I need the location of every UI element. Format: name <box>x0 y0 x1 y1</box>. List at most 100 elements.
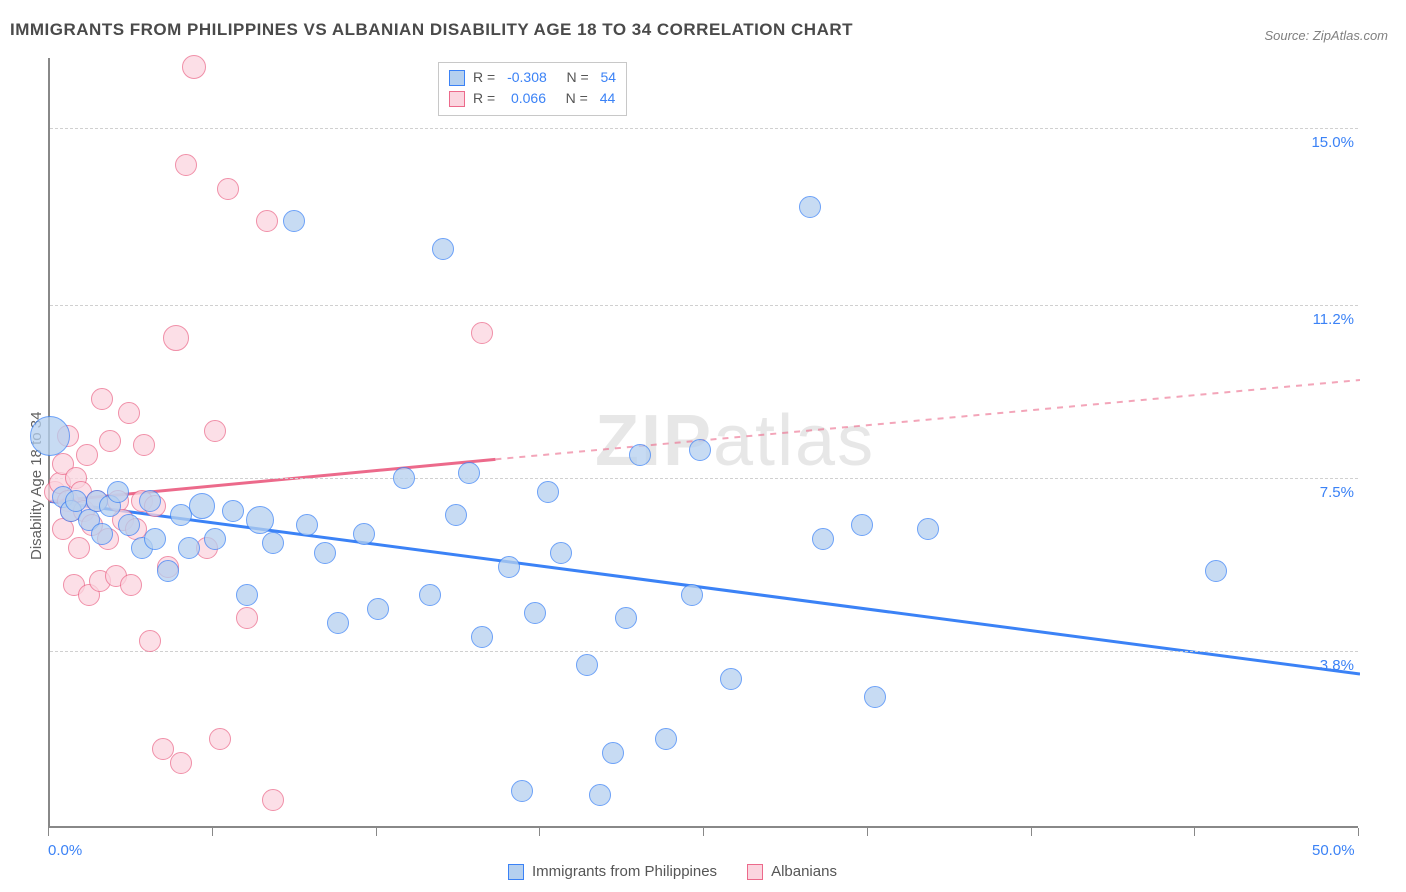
data-point <box>144 528 166 550</box>
data-point <box>189 493 215 519</box>
y-tick-label: 11.2% <box>1298 311 1354 328</box>
data-point <box>256 210 278 232</box>
data-point <box>432 238 454 260</box>
data-point <box>471 626 493 648</box>
data-point <box>209 728 231 750</box>
gridline <box>50 305 1358 306</box>
data-point <box>139 630 161 652</box>
data-point <box>314 542 336 564</box>
x-tick-mark <box>1358 828 1359 836</box>
data-point <box>419 584 441 606</box>
data-point <box>851 514 873 536</box>
legend-item: Albanians <box>747 863 837 880</box>
data-point <box>296 514 318 536</box>
data-point <box>182 55 206 79</box>
gridline <box>50 651 1358 652</box>
data-point <box>471 322 493 344</box>
data-point <box>720 668 742 690</box>
data-point <box>99 430 121 452</box>
data-point <box>576 654 598 676</box>
stats-legend-box: R = -0.308 N = 54R = 0.066 N = 44 <box>438 62 627 116</box>
data-point <box>1205 560 1227 582</box>
data-point <box>458 462 480 484</box>
data-point <box>133 434 155 456</box>
data-point <box>445 504 467 526</box>
data-point <box>367 598 389 620</box>
data-point <box>120 574 142 596</box>
data-point <box>393 467 415 489</box>
data-point <box>107 481 129 503</box>
data-point <box>629 444 651 466</box>
data-point <box>30 416 70 456</box>
data-point <box>799 196 821 218</box>
data-point <box>91 388 113 410</box>
x-tick-mark <box>539 828 540 836</box>
legend-swatch <box>449 70 465 86</box>
stats-row: R = 0.066 N = 44 <box>449 88 616 109</box>
data-point <box>689 439 711 461</box>
data-point <box>550 542 572 564</box>
data-point <box>170 752 192 774</box>
data-point <box>353 523 375 545</box>
gridline <box>50 128 1358 129</box>
data-point <box>589 784 611 806</box>
x-label-right: 50.0% <box>1312 842 1355 859</box>
plot-area <box>48 58 1358 828</box>
x-tick-mark <box>212 828 213 836</box>
data-point <box>327 612 349 634</box>
data-point <box>246 506 274 534</box>
legend-swatch <box>449 91 465 107</box>
chart-title: IMMIGRANTS FROM PHILIPPINES VS ALBANIAN … <box>10 20 853 40</box>
y-tick-label: 3.8% <box>1298 657 1354 674</box>
x-tick-mark <box>703 828 704 836</box>
data-point <box>152 738 174 760</box>
data-point <box>655 728 677 750</box>
data-point <box>76 444 98 466</box>
data-point <box>175 154 197 176</box>
x-tick-mark <box>1194 828 1195 836</box>
data-point <box>157 560 179 582</box>
data-point <box>524 602 546 624</box>
legend-swatch <box>747 864 763 880</box>
gridline <box>50 478 1358 479</box>
x-tick-mark <box>48 828 49 836</box>
legend-label: Immigrants from Philippines <box>532 863 717 880</box>
data-point <box>262 532 284 554</box>
y-tick-label: 7.5% <box>1298 484 1354 501</box>
data-point <box>222 500 244 522</box>
data-point <box>602 742 624 764</box>
data-point <box>139 490 161 512</box>
data-point <box>217 178 239 200</box>
data-point <box>236 607 258 629</box>
bottom-legend: Immigrants from Philippines Albanians <box>508 863 837 880</box>
data-point <box>68 537 90 559</box>
legend-swatch <box>508 864 524 880</box>
data-point <box>163 325 189 351</box>
y-tick-label: 15.0% <box>1298 134 1354 151</box>
source-label: Source: ZipAtlas.com <box>1264 28 1388 43</box>
data-point <box>615 607 637 629</box>
data-point <box>118 402 140 424</box>
x-tick-mark <box>867 828 868 836</box>
data-point <box>283 210 305 232</box>
trend-line-extrapolated <box>495 380 1360 459</box>
data-point <box>498 556 520 578</box>
legend-item: Immigrants from Philippines <box>508 863 717 880</box>
data-point <box>812 528 834 550</box>
data-point <box>204 420 226 442</box>
data-point <box>917 518 939 540</box>
data-point <box>864 686 886 708</box>
data-point <box>204 528 226 550</box>
data-point <box>511 780 533 802</box>
x-label-left: 0.0% <box>48 842 82 859</box>
x-tick-mark <box>1031 828 1032 836</box>
chart-container: IMMIGRANTS FROM PHILIPPINES VS ALBANIAN … <box>0 0 1406 892</box>
data-point <box>681 584 703 606</box>
data-point <box>537 481 559 503</box>
data-point <box>262 789 284 811</box>
legend-label: Albanians <box>771 863 837 880</box>
stats-row: R = -0.308 N = 54 <box>449 67 616 88</box>
data-point <box>118 514 140 536</box>
data-point <box>236 584 258 606</box>
data-point <box>178 537 200 559</box>
